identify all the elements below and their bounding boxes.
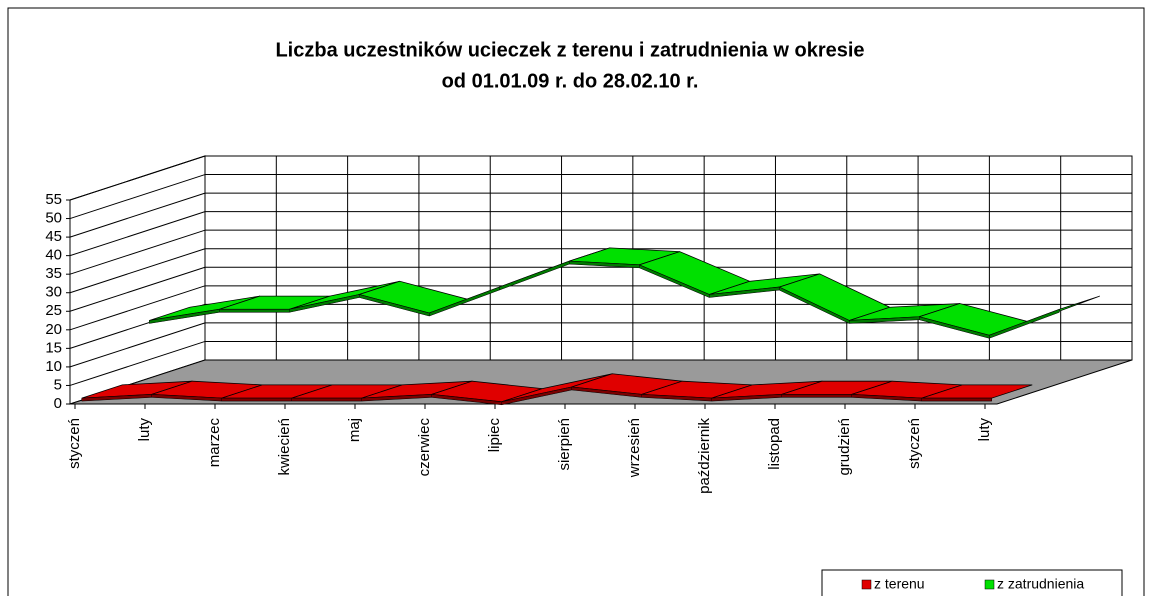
- grid-line: [69, 248, 206, 294]
- grid-line: [69, 174, 206, 220]
- y-tick-label: 45: [45, 228, 62, 245]
- grid-line: [69, 266, 206, 312]
- y-tick-label: 55: [45, 191, 62, 208]
- x-tick-label: sierpień: [556, 418, 573, 471]
- y-tick-label: 40: [45, 247, 62, 264]
- x-tick-label: maj: [346, 418, 363, 442]
- y-tick-label: 50: [45, 210, 62, 227]
- grid-line: [69, 340, 206, 386]
- x-tick-label: czerwiec: [416, 418, 433, 477]
- chart-subtitle: od 01.01.09 r. do 28.02.10 r.: [442, 70, 699, 92]
- y-tick-label: 10: [45, 358, 62, 375]
- y-tick-label: 30: [45, 284, 62, 301]
- y-tick-label: 15: [45, 339, 62, 356]
- x-tick-label: grudzień: [836, 418, 853, 476]
- ribbon-edge: [921, 397, 992, 402]
- x-tick-label: marzec: [206, 418, 223, 468]
- grid-line: [69, 192, 206, 238]
- y-tick-label: 0: [54, 395, 62, 412]
- x-tick-label: luty: [976, 418, 993, 442]
- ribbon-edge: [221, 397, 292, 402]
- x-tick-label: styczeń: [906, 418, 923, 469]
- legend-label: z zatrudnienia: [997, 576, 1084, 592]
- y-tick-label: 25: [45, 302, 62, 319]
- y-tick-label: 20: [45, 321, 62, 338]
- x-tick-label: listopad: [766, 418, 783, 470]
- legend-swatch: [861, 579, 872, 590]
- y-tick-label: 5: [54, 376, 62, 393]
- x-tick-label: październik: [696, 418, 713, 494]
- legend-label: z terenu: [874, 576, 925, 592]
- chart-title: Liczba uczestników ucieczek z terenu i z…: [275, 39, 864, 61]
- ribbon-edge: [989, 308, 1060, 339]
- ribbon-edge: [291, 397, 362, 402]
- grid-line: [69, 211, 206, 257]
- x-tick-label: styczeń: [66, 418, 83, 469]
- ribbon-edge: [219, 309, 290, 313]
- ribbon-edge: [781, 394, 852, 398]
- x-tick-label: wrzesień: [626, 418, 643, 478]
- grid-line: [69, 229, 206, 275]
- grid-line: [69, 285, 206, 331]
- y-tick-label: 35: [45, 265, 62, 282]
- legend-swatch: [984, 579, 995, 590]
- grid-line: [69, 155, 206, 201]
- grid-line: [69, 322, 206, 368]
- x-tick-label: lipiec: [486, 418, 503, 453]
- x-tick-label: luty: [136, 418, 153, 442]
- x-tick-label: kwiecień: [276, 418, 293, 476]
